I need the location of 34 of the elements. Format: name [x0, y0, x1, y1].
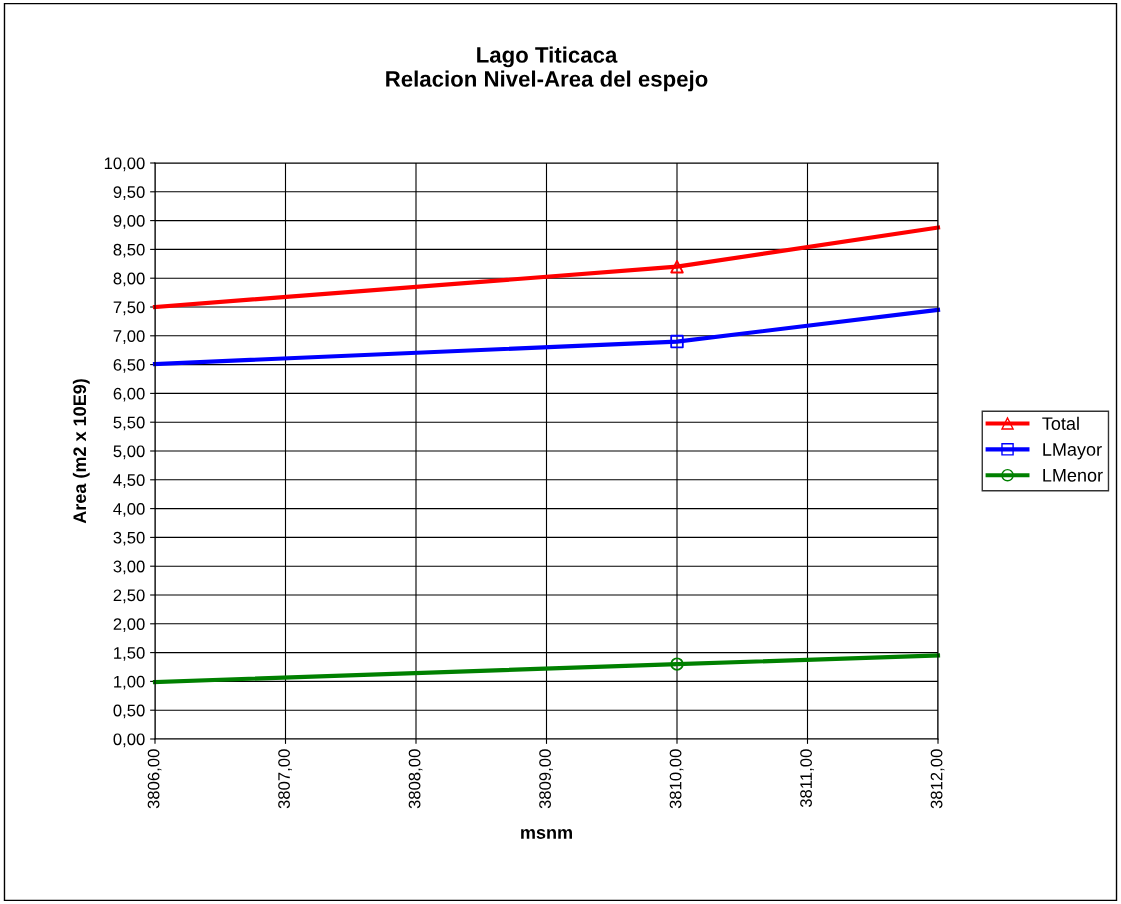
y-tick-label: 4,00 — [113, 503, 145, 517]
x-tick-label: 3808,00 — [408, 749, 423, 809]
y-tick-label: 8,50 — [113, 243, 145, 258]
y-tick-label: 0,50 — [113, 704, 145, 719]
chart-title: Lago Titicaca Relacion Nivel-Area del espejo — [386, 46, 708, 92]
x-tick-label: 3809,00 — [539, 749, 553, 809]
x-tick-label: 3812,00 — [930, 749, 945, 809]
y-tick-label: 6,50 — [113, 359, 145, 373]
legend-label: LMayor — [1043, 443, 1102, 460]
y-tick-label: 6,00 — [113, 387, 145, 402]
y-tick-label: 2,50 — [113, 589, 145, 604]
y-tick-label: 3,50 — [113, 531, 145, 546]
y-tick-label: 9,00 — [113, 215, 145, 229]
y-tick-label: 7,00 — [113, 330, 145, 344]
legend-label: LMenor — [1043, 469, 1103, 482]
y-tick-label: 5,00 — [113, 445, 145, 460]
x-tick-label: 3810,00 — [669, 749, 684, 809]
x-axis-title: msnm — [521, 828, 572, 839]
x-tick-label: 3807,00 — [278, 749, 292, 809]
y-tick-label: 2,00 — [113, 618, 145, 632]
y-tick-label: 1,00 — [114, 675, 145, 690]
x-tick-label: 3806,00 — [147, 749, 162, 809]
x-tick-label: 3811,00 — [800, 749, 814, 808]
y-tick-label: 5,50 — [113, 416, 145, 431]
legend-label: Total — [1042, 416, 1079, 430]
y-tick-label: 0,00 — [113, 733, 145, 748]
y-tick-label: 10,00 — [104, 157, 145, 172]
y-tick-label: 7,50 — [113, 301, 145, 316]
y-tick-label: 3,00 — [113, 560, 145, 575]
y-tick-label: 4,50 — [113, 474, 145, 488]
y-tick-label: 9,50 — [113, 186, 145, 200]
y-tick-label: 8,00 — [113, 272, 145, 287]
y-tick-label: 1,50 — [114, 647, 145, 661]
y-axis-title: Area (m2 x 10E9) — [72, 379, 90, 524]
